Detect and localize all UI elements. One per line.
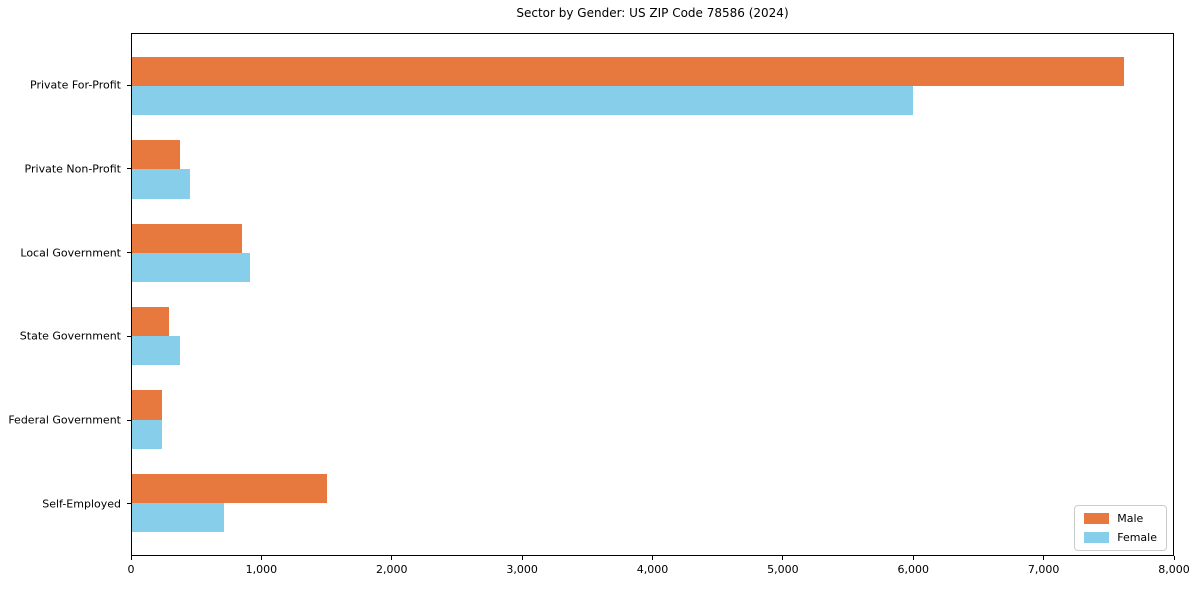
chart-title: Sector by Gender: US ZIP Code 78586 (202… [516, 6, 789, 20]
bar-female-local-government [132, 252, 250, 282]
x-tick-label-4000: 4,000 [636, 563, 669, 576]
y-tick-mark [127, 419, 131, 421]
y-tick-mark [127, 84, 131, 86]
legend: Male Female [1074, 505, 1167, 551]
x-tick-label-8000: 8,000 [1158, 563, 1190, 576]
y-tick-mark [127, 168, 131, 170]
y-tick-label-federal-government: Federal Government [8, 413, 121, 427]
bar-female-private-non-profit [132, 169, 190, 199]
y-tick-mark [127, 503, 131, 505]
bar-female-private-for-profit [132, 86, 913, 116]
x-tick-label-0: 0 [127, 563, 135, 576]
x-tick-mark [1173, 556, 1175, 560]
y-tick-mark [127, 335, 131, 337]
bar-female-self-employed [132, 502, 224, 533]
x-tick-mark [1043, 556, 1045, 560]
y-tick-label-private-for-profit: Private For-Profit [30, 78, 121, 92]
x-tick-label-3000: 3,000 [506, 563, 538, 576]
legend-label-male: Male [1117, 512, 1144, 525]
y-axis-labels: Private For-Profit Private Non-Profit Loca… [0, 33, 131, 556]
x-tick-mark [521, 556, 523, 560]
y-tick-label-local-government: Local Government [20, 246, 121, 260]
bar-female-state-government [132, 336, 181, 366]
x-tick-label-7000: 7,000 [1027, 563, 1060, 576]
x-axis: 0 1,000 2,000 3,000 4,000 5,000 6,000 7,000 8,00… [127, 556, 1190, 584]
x-tick-mark [391, 556, 393, 560]
x-tick-label-6000: 6,000 [897, 563, 930, 576]
x-tick-label-2000: 2,000 [376, 563, 408, 576]
bar-male-federal-government [132, 390, 162, 420]
x-tick-label-1000: 1,000 [245, 563, 278, 576]
legend-label-female: Female [1117, 531, 1157, 544]
y-tick-mark [127, 252, 131, 254]
plot-area: Male Female [131, 33, 1174, 556]
y-tick-label-state-government: State Government [19, 329, 121, 343]
bar-male-private-for-profit [132, 56, 1124, 87]
x-tick-label-5000: 5,000 [767, 563, 799, 576]
legend-swatch-male [1084, 513, 1110, 524]
legend-entry-male: Male [1084, 512, 1157, 525]
legend-swatch-female [1084, 532, 1110, 543]
y-tick-label-private-non-profit: Private Non-Profit [24, 162, 121, 176]
x-tick-mark [912, 556, 914, 560]
y-tick-label-self-employed: Self-Employed [42, 497, 121, 511]
bar-male-local-government [132, 223, 242, 253]
x-tick-mark [130, 556, 132, 560]
x-tick-mark [260, 556, 262, 560]
bar-female-federal-government [132, 419, 162, 449]
bar-male-private-non-profit [132, 140, 181, 170]
bar-male-self-employed [132, 473, 328, 503]
x-tick-mark [652, 556, 653, 560]
x-tick-mark [782, 556, 784, 560]
legend-entry-female: Female [1084, 531, 1157, 544]
bar-male-state-government [132, 307, 170, 337]
